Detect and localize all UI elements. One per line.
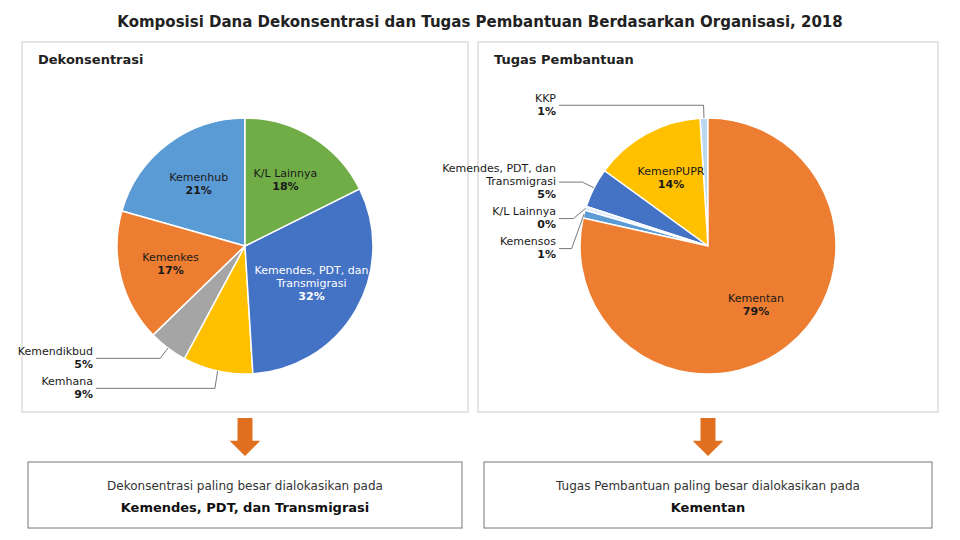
slices [580,118,836,374]
panel-border [478,42,938,412]
slice-category: Kemensos [500,235,556,248]
pie-slice [245,118,360,246]
panel-title: Tugas Pembantuan [494,52,634,67]
slice-category-line: Kemendes, PDT, dan [442,162,556,175]
background [0,0,960,540]
slice-category: Kemendes, PDT, danTransmigrasi [442,162,556,188]
slice-category-line: Kemenhub [169,171,228,184]
pie-panel: DekonsentrasiKemenhub21%Kemenkes17%Kemen… [18,42,468,528]
slice-category: K/L Lainnya [254,167,318,180]
slice-value-label: 17% [157,264,183,277]
leader-line [559,208,586,218]
annotation: Kemendes, PDT, dan Transmigrasi [121,500,370,515]
slice-value-label: 9% [74,388,93,401]
slice-category-line: Kemendes, PDT, dan [255,264,369,277]
pie-slice [184,246,252,374]
slice-value-label: 0% [537,218,556,231]
slice-value-label: 1% [537,248,556,261]
slice-category: Kemendikbud [18,345,93,358]
slice-category: Kemhana [41,375,93,388]
arrow [230,418,261,456]
slice-value-label: 79% [743,305,769,318]
annotation: Dekonsentrasi paling besar dialokasikan … [107,479,383,493]
leader-line [559,182,594,188]
slice-value-label: 32% [298,290,324,303]
slice-value-label: 5% [537,188,556,201]
slice-category: KemenPUPR [638,165,705,178]
slice-category-line: Kemhana [41,375,93,388]
slice-category-line: KKP [535,92,556,105]
slice-category: Kemendes, PDT, danTransmigrasi [255,264,369,290]
slice-value-label: 1% [537,105,556,118]
slice-category-line: Kemenkes [142,251,199,264]
pie-slice [580,118,836,374]
slice-value-label: 21% [186,184,212,197]
slice-value-label: 14% [658,178,684,191]
slice-category: Kemenhub [169,171,228,184]
slice-category: Kemenkes [142,251,199,264]
slice-category: Kementan [728,292,784,305]
data-labels: Kemenhub21% Kemenkes17% Kemendes, PDT, dan… [18,167,369,401]
slice-value-label: 18% [272,180,298,193]
leader-line [559,105,704,118]
slice-category: KKP [535,92,556,105]
slice-value-label: 5% [74,358,93,371]
slice-category-line: K/L Lainnya [492,205,556,218]
slice-category-line: Transmigrasi [485,175,556,188]
slice-category-line: Kemendikbud [18,345,93,358]
leader-line [559,214,584,248]
slice-category: K/L Lainnya [492,205,556,218]
leader-line [96,348,168,358]
slice-category-line: Kementan [728,292,784,305]
chart-root: Komposisi Dana Dekonsentrasi dan Tugas P… [0,0,960,540]
summary-box [28,462,462,528]
annotation: Tugas Pembantuan paling besar dialokasik… [555,479,860,493]
slice-category-line: KemenPUPR [638,165,705,178]
summary-box [484,462,932,528]
pie-panel: Tugas PembantuanKemenPUPR14%Kementan79%K… [442,42,938,528]
arrow [693,418,724,456]
data-labels: KemenPUPR14%Kementan79%KKP1%Kemendes, PD… [442,92,784,319]
chart-title: Komposisi Dana Dekonsentrasi dan Tugas P… [117,13,842,31]
slice-category-line: Transmigrasi [276,277,347,290]
leader-line [96,371,218,388]
annotation: Kementan [671,500,746,515]
panel-title: Dekonsentrasi [38,52,144,67]
slice-category-line: Kemensos [500,235,556,248]
slices [117,118,373,374]
slice-category-line: K/L Lainnya [254,167,318,180]
